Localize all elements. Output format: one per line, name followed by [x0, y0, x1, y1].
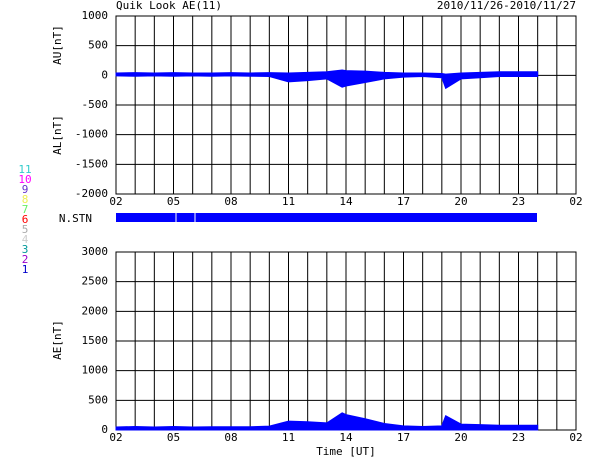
x-tick-label: 23 — [512, 195, 525, 208]
station-number: 5 — [22, 223, 29, 236]
x-tick-label: 08 — [224, 431, 237, 444]
station-bar — [116, 213, 537, 222]
x-tick-label: 02 — [569, 195, 582, 208]
y-tick-label: 2500 — [82, 275, 109, 288]
x-tick-label: 05 — [167, 431, 180, 444]
x-tick-label: 02 — [569, 431, 582, 444]
y-tick-label: 0 — [101, 68, 108, 81]
x-tick-label: 14 — [339, 195, 353, 208]
x-tick-label: 08 — [224, 195, 237, 208]
x-tick-label: 11 — [282, 431, 295, 444]
station-label: N.STN — [59, 212, 92, 225]
station-number: 9 — [22, 183, 29, 196]
x-tick-label: 02 — [109, 431, 122, 444]
station-number: 8 — [22, 193, 29, 206]
y-tick-label: 1000 — [82, 364, 109, 377]
y-tick-label: -500 — [82, 98, 109, 111]
y-tick-label: 3000 — [82, 245, 109, 258]
area — [115, 412, 539, 431]
station-number: 7 — [22, 203, 29, 216]
y-axis-label: AU[nT] — [51, 25, 64, 65]
station-number: 1 — [22, 263, 29, 276]
x-tick-label: 17 — [397, 431, 410, 444]
station-number: 4 — [22, 233, 29, 246]
y-tick-label: 1500 — [82, 334, 109, 347]
date-range: 2010/11/26-2010/11/27 — [437, 0, 576, 12]
area — [115, 69, 539, 76]
y-tick-label: 500 — [88, 39, 108, 52]
station-number: 3 — [22, 243, 29, 256]
x-tick-label: 14 — [339, 431, 353, 444]
x-tick-label: 23 — [512, 431, 525, 444]
y-tick-label: 1000 — [82, 9, 109, 22]
y-tick-label: -2000 — [75, 187, 108, 200]
area — [115, 74, 539, 90]
station-number: 11 — [18, 163, 31, 176]
y-axis-label: AE[nT] — [51, 320, 64, 360]
x-tick-label: 20 — [454, 431, 467, 444]
y-tick-label: 500 — [88, 393, 108, 406]
y-tick-label: -1000 — [75, 128, 108, 141]
station-number: 10 — [18, 173, 31, 186]
station-number: 6 — [22, 213, 29, 226]
x-tick-label: 05 — [167, 195, 180, 208]
y-axis-label: AL[nT] — [51, 115, 64, 155]
x-axis-label: Time [UT] — [316, 445, 376, 458]
x-tick-label: 02 — [109, 195, 122, 208]
y-tick-label: 0 — [101, 423, 108, 436]
y-tick-label: 2000 — [82, 304, 109, 317]
x-tick-label: 17 — [397, 195, 410, 208]
x-tick-label: 20 — [454, 195, 467, 208]
chart-title: Quik Look AE(11) — [116, 0, 222, 12]
x-tick-label: 11 — [282, 195, 295, 208]
y-tick-label: -1500 — [75, 157, 108, 170]
station-number: 2 — [22, 253, 29, 266]
